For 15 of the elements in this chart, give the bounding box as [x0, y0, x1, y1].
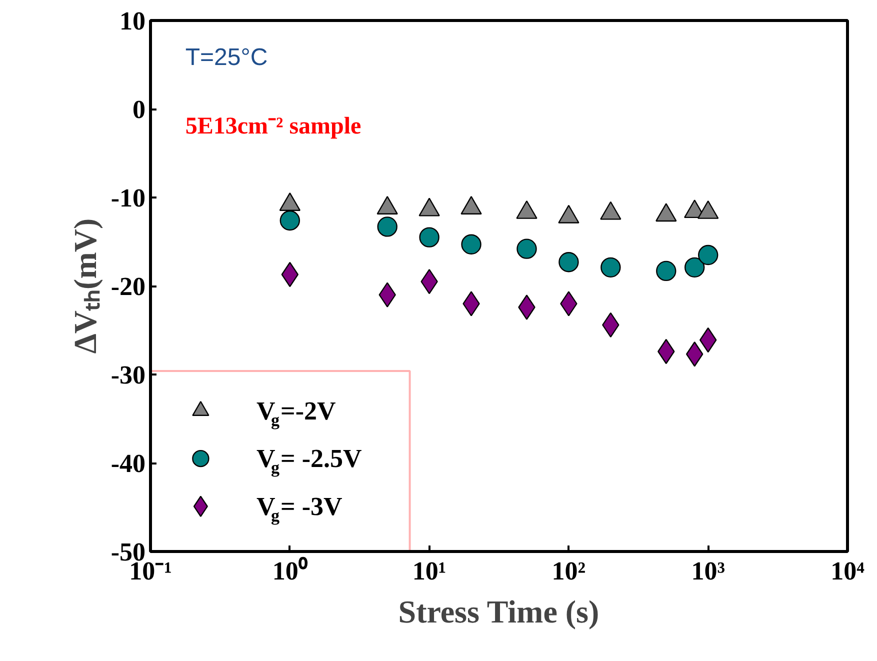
x-tick-label: 10⁰	[272, 556, 308, 586]
x-axis-title: Stress Time (s)	[398, 594, 600, 630]
x-tick-label: 10⁴	[830, 556, 865, 586]
y-axis-title: ΔVₜₕ(mV)	[66, 218, 103, 354]
x-tick-label: 10²	[552, 556, 586, 586]
y-tick-label: 10	[120, 6, 146, 36]
x-tick-label: 10³	[691, 556, 726, 586]
annotation: 5E13cm⁻² sample	[185, 114, 362, 140]
y-tick-label: -10	[110, 184, 146, 212]
annotation: T=25°C	[185, 44, 268, 72]
y-tick-label: -30	[110, 360, 146, 390]
x-tick-label: 10¹	[412, 556, 446, 586]
y-tick-label: -40	[110, 449, 146, 478]
y-tick-label: 0	[132, 95, 146, 124]
y-tick-label: -20	[110, 272, 146, 301]
